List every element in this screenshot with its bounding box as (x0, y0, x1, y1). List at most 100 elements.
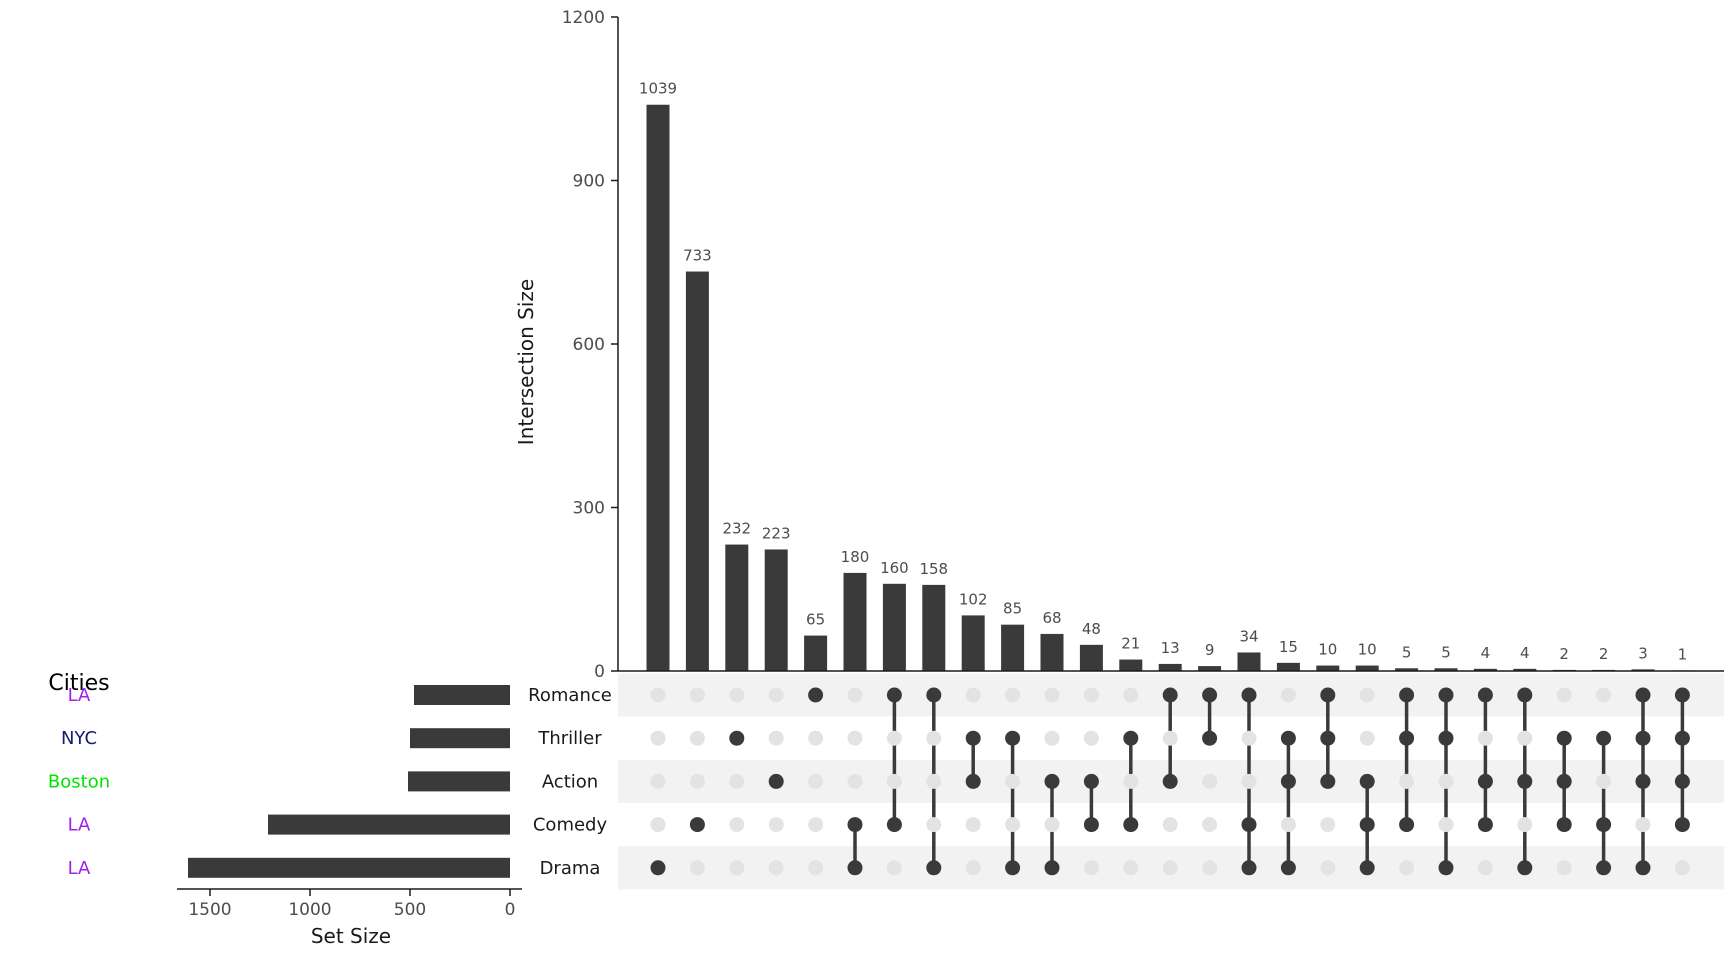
set-name-labels: Romance Thriller Action Comedy Drama (528, 685, 612, 879)
matrix-dot-active (1044, 860, 1060, 876)
matrix-dot-inactive (1162, 860, 1178, 876)
matrix-dot-inactive (1005, 817, 1021, 833)
intersection-bar-label: 158 (919, 560, 948, 578)
matrix-dot-active (1320, 687, 1336, 703)
matrix-dot-active (1438, 730, 1454, 746)
matrix-dot-active (1280, 773, 1296, 789)
y-tick-label: 1200 (562, 8, 605, 28)
matrix-dot-active (1280, 730, 1296, 746)
matrix-dot-inactive (886, 860, 902, 876)
matrix-dot-active (1241, 817, 1257, 833)
set-size-tick-label: 0 (505, 900, 516, 920)
intersection-bar (882, 583, 906, 671)
matrix-dot-inactive (926, 817, 942, 833)
matrix-dot-inactive (808, 773, 824, 789)
matrix-dot-active (1674, 773, 1690, 789)
matrix-dot-active (1320, 730, 1336, 746)
matrix-dot-active (1005, 860, 1021, 876)
matrix-dot-active (1162, 687, 1178, 703)
matrix-dot-inactive (965, 860, 981, 876)
matrix-dot-inactive (689, 860, 705, 876)
intersection-bar-label: 68 (1042, 609, 1061, 627)
legend-city-label: LA (68, 858, 91, 879)
matrix-dot-inactive (1241, 730, 1257, 746)
matrix-dot-inactive (1517, 817, 1533, 833)
matrix-dot-active (768, 773, 784, 789)
matrix-dot-inactive (1477, 730, 1493, 746)
matrix-dot-inactive (1162, 817, 1178, 833)
set-size-title: Set Size (311, 924, 391, 948)
matrix-dot-active (1359, 817, 1375, 833)
intersection-bar (1198, 666, 1222, 671)
intersection-bar (843, 572, 867, 671)
matrix-dot-inactive (768, 730, 784, 746)
intersection-bar-label: 1039 (639, 80, 677, 98)
intersection-bar-label: 5 (1441, 643, 1451, 661)
legend-title: Cities (48, 671, 109, 696)
intersection-size-title: Intersection Size (514, 279, 538, 445)
y-tick-label: 300 (573, 499, 605, 519)
matrix-dot-active (1635, 860, 1651, 876)
intersection-bar-label: 3 (1638, 644, 1648, 662)
intersection-bar (1355, 665, 1379, 671)
matrix-dot-inactive (965, 817, 981, 833)
intersection-bar (1001, 624, 1025, 671)
matrix-dot-active (1477, 687, 1493, 703)
intersection-bar-label: 102 (959, 590, 988, 608)
matrix-dot-active (1083, 773, 1099, 789)
matrix-dot-inactive (729, 817, 745, 833)
intersection-bar-label: 733 (683, 247, 712, 265)
matrix-dot-active (847, 817, 863, 833)
matrix-dot-inactive (1162, 730, 1178, 746)
matrix-dot-inactive (1517, 730, 1533, 746)
set-name-label: Romance (528, 685, 612, 706)
matrix-dot-active (1477, 773, 1493, 789)
matrix-dot-inactive (650, 773, 666, 789)
intersection-bar (646, 104, 670, 672)
matrix-dot-active (1399, 817, 1415, 833)
matrix-dot-inactive (847, 773, 863, 789)
set-size-bar (410, 728, 510, 749)
matrix-dot-active (1241, 860, 1257, 876)
intersection-bar (1158, 663, 1182, 671)
matrix-dot-active (1635, 687, 1651, 703)
matrix-dot-active (1280, 860, 1296, 876)
set-name-label: Comedy (533, 815, 608, 836)
matrix-dot-inactive (1005, 687, 1021, 703)
matrix-dot-active (1359, 773, 1375, 789)
matrix-dot-inactive (808, 817, 824, 833)
matrix-dot-inactive (729, 687, 745, 703)
set-size-axis: Set Size 1500 1000 500 0 (177, 888, 522, 948)
intersection-bar (685, 271, 709, 671)
matrix-dot-active (1359, 860, 1375, 876)
matrix-dot-inactive (1359, 730, 1375, 746)
intersection-bar-label: 13 (1161, 639, 1180, 657)
matrix-dot-inactive (1477, 860, 1493, 876)
matrix-dot-active (1635, 730, 1651, 746)
matrix-dot-inactive (1083, 860, 1099, 876)
matrix-dot-active (1241, 687, 1257, 703)
intersection-bar-label: 10 (1358, 641, 1377, 659)
matrix-dot-inactive (1635, 817, 1651, 833)
matrix-dot-inactive (1596, 687, 1612, 703)
intersection-bar-label: 21 (1121, 635, 1140, 653)
matrix-dot-inactive (926, 773, 942, 789)
intersection-bar-label: 9 (1205, 641, 1215, 659)
set-size-bar (188, 857, 510, 878)
intersection-size-axis: Intersection Size 0 300 600 900 1200 (514, 8, 1724, 682)
matrix-dot-active (886, 817, 902, 833)
intersection-bars (646, 104, 1694, 672)
intersection-bar (764, 549, 788, 671)
y-tick-label: 900 (573, 172, 605, 192)
matrix-dot-active (1438, 860, 1454, 876)
matrix-dot-active (1556, 773, 1572, 789)
matrix-dot-inactive (768, 687, 784, 703)
matrix-dot-active (1477, 817, 1493, 833)
intersection-bar (1040, 633, 1064, 671)
set-size-bar (414, 685, 510, 705)
intersection-bar (1473, 668, 1497, 671)
matrix-dot-inactive (1202, 860, 1218, 876)
matrix-dot-inactive (1556, 860, 1572, 876)
matrix-dot-inactive (729, 773, 745, 789)
